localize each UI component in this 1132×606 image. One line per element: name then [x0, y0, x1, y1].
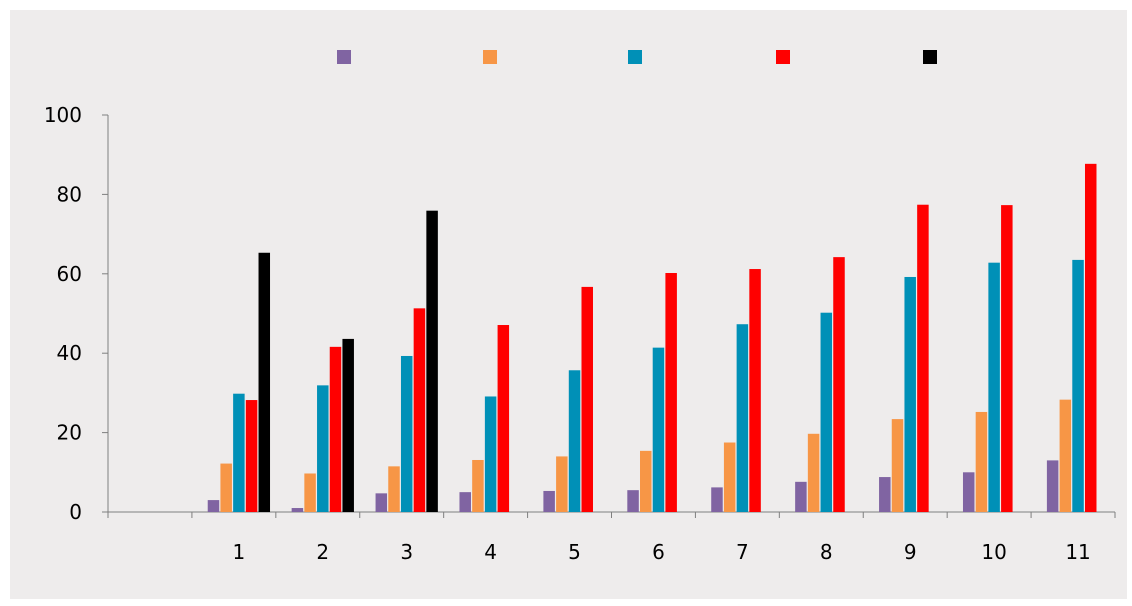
bar-series-4-cat-3 [413, 308, 426, 512]
x-tick-label: 9 [904, 540, 917, 564]
bar-series-3-cat-3 [400, 355, 413, 512]
bar-series-1-cat-7 [711, 487, 723, 512]
bar-series-4-cat-1 [245, 400, 258, 512]
bar-series-1-cat-3 [375, 493, 388, 512]
bar-series-1-cat-5 [543, 490, 555, 512]
x-tick-label: 8 [820, 540, 833, 564]
bar-series-1-cat-10 [962, 472, 975, 512]
bar-series-2-cat-7 [723, 442, 736, 512]
legend-marker-series-4 [776, 50, 790, 64]
bar-series-3-cat-4 [484, 396, 497, 512]
bar-series-4-cat-10 [1001, 205, 1013, 512]
bar-series-3-cat-1 [233, 393, 245, 512]
bar-series-4-cat-6 [665, 273, 677, 512]
x-tick-label: 1 [233, 540, 246, 564]
bars [207, 163, 1097, 513]
x-tick-label: 11 [1065, 540, 1090, 564]
bar-series-3-cat-2 [317, 385, 329, 512]
bar-series-4-cat-11 [1084, 163, 1097, 512]
legend [337, 50, 937, 64]
legend-marker-series-5 [923, 50, 937, 64]
x-tick-label: 6 [652, 540, 665, 564]
y-tick-label: 40 [57, 341, 82, 365]
legend-marker-series-2 [483, 50, 497, 64]
bar-series-2-cat-11 [1059, 399, 1072, 512]
x-tick-label: 4 [484, 540, 497, 564]
bar-series-2-cat-6 [640, 450, 652, 512]
bar-series-1-cat-4 [459, 492, 471, 512]
bar-series-3-cat-6 [652, 347, 665, 512]
bar-series-4-cat-5 [581, 286, 593, 512]
x-tick-label: 2 [316, 540, 329, 564]
bar-series-1-cat-9 [879, 477, 891, 512]
bar-series-5-cat-1 [258, 252, 271, 512]
x-axis: 1 2 3 4 5 6 7 8 9 10 11 [107, 511, 1116, 564]
bar-series-1-cat-2 [291, 508, 304, 512]
bar-series-2-cat-9 [891, 419, 904, 512]
bar-chart: 0 20 40 60 80 100 1 2 3 4 5 6 7 8 9 10 11 [44, 50, 1116, 564]
bar-series-3-cat-7 [736, 324, 749, 512]
bar-series-2-cat-3 [388, 466, 400, 512]
y-tick-label: 0 [69, 500, 82, 524]
bar-series-2-cat-1 [220, 463, 232, 512]
bar-series-1-cat-1 [207, 500, 220, 512]
bar-series-2-cat-4 [472, 459, 484, 512]
x-tick-label: 5 [568, 540, 581, 564]
y-axis: 0 20 40 60 80 100 [44, 103, 109, 524]
bar-series-4-cat-8 [833, 257, 845, 512]
bar-series-1-cat-8 [795, 481, 807, 512]
bar-series-5-cat-3 [426, 210, 438, 512]
legend-marker-series-3 [628, 50, 642, 64]
bar-series-5-cat-2 [342, 338, 354, 512]
bar-series-4-cat-2 [329, 346, 342, 512]
y-tick-label: 100 [44, 103, 82, 127]
bar-series-4-cat-9 [917, 204, 929, 513]
bar-series-1-cat-11 [1046, 460, 1059, 512]
bar-series-2-cat-2 [304, 473, 316, 512]
y-tick-label: 20 [57, 421, 82, 445]
legend-marker-series-1 [337, 50, 351, 64]
bar-series-1-cat-6 [627, 490, 639, 512]
bar-series-3-cat-5 [568, 370, 581, 512]
bar-series-4-cat-4 [497, 325, 510, 512]
bar-series-3-cat-11 [1072, 259, 1084, 512]
bar-series-2-cat-8 [807, 433, 820, 512]
bar-series-4-cat-7 [749, 269, 761, 512]
x-tick-label: 3 [400, 540, 413, 564]
x-tick-label: 10 [981, 540, 1006, 564]
y-tick-label: 80 [57, 182, 82, 206]
bar-series-2-cat-5 [556, 456, 568, 512]
bar-series-3-cat-8 [820, 312, 833, 512]
chart-area: 0 20 40 60 80 100 1 2 3 4 5 6 7 8 9 10 11 [10, 10, 1127, 599]
x-tick-label: 7 [736, 540, 749, 564]
bar-series-3-cat-9 [904, 276, 916, 512]
y-tick-label: 60 [57, 262, 82, 286]
bar-series-3-cat-10 [988, 262, 1000, 512]
bar-series-2-cat-10 [975, 411, 988, 512]
